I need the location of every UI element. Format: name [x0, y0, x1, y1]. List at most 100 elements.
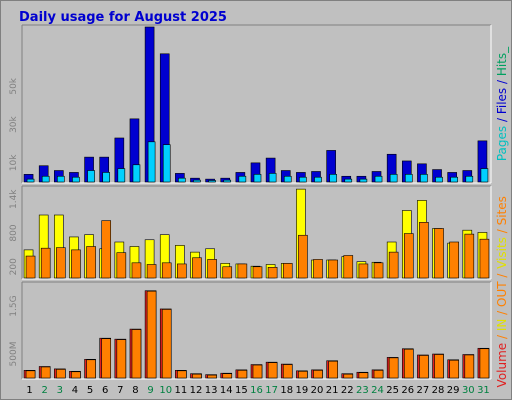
x-tick-day-30: 30: [462, 385, 475, 396]
x-tick-day-17: 17: [265, 385, 278, 396]
x-tick-day-27: 27: [417, 385, 430, 396]
bar-files-day-30: [465, 175, 474, 183]
bar-sites-day-18: [282, 263, 293, 279]
x-tick-day-22: 22: [341, 385, 354, 396]
bar-out-day-1: [25, 370, 36, 379]
x-tick-day-18: 18: [280, 385, 293, 396]
bar-files-day-23: [359, 178, 368, 183]
x-tick-day-12: 12: [190, 385, 203, 396]
x-tick-day-24: 24: [371, 385, 384, 396]
x-tick-day-5: 5: [87, 385, 93, 396]
x-tick-day-26: 26: [401, 385, 414, 396]
x-tick-day-16: 16: [250, 385, 263, 396]
side-legend-part: _: [495, 46, 509, 54]
y-tick-label: 10k: [9, 154, 19, 171]
bar-out-day-27: [419, 355, 429, 379]
y-tick-label: 800: [9, 224, 19, 241]
x-tick-day-29: 29: [447, 385, 460, 396]
bar-out-day-2: [40, 366, 51, 379]
bar-files-day-16: [253, 174, 262, 183]
bar-files-day-17: [268, 173, 277, 183]
bar-sites-day-7: [116, 252, 127, 279]
bar-out-day-24: [373, 370, 384, 379]
bar-sites-day-11: [177, 263, 187, 279]
x-tick-day-2: 2: [42, 385, 48, 396]
bar-sites-day-16: [252, 266, 263, 279]
bar-out-day-18: [282, 364, 293, 379]
bar-out-day-31: [479, 348, 490, 379]
y-tick-label: 200: [9, 258, 19, 275]
bar-files-day-9: [147, 141, 156, 183]
bar-sites-day-1: [25, 255, 36, 279]
x-tick-day-6: 6: [102, 385, 108, 396]
x-tick-day-11: 11: [174, 385, 187, 396]
x-tick-day-8: 8: [132, 385, 138, 396]
bar-files-day-19: [299, 176, 307, 183]
bar-sites-day-23: [358, 263, 369, 279]
chart-title: Daily usage for August 2025: [19, 10, 227, 25]
bar-files-day-31: [480, 168, 489, 183]
x-tick-day-25: 25: [386, 385, 399, 396]
side-legend-visits-sites: Visits / Sites: [495, 196, 509, 269]
bar-out-day-23: [358, 372, 369, 379]
side-legend-part: Files: [495, 88, 509, 114]
side-legend-part: IN: [495, 319, 509, 332]
bar-sites-day-2: [40, 247, 51, 279]
bar-sites-day-15: [237, 263, 248, 279]
bar-sites-day-13: [207, 259, 217, 279]
day-labels: 1 2 3 4 5 6 7 8 9 10 11 12 13 14 15 16 17 18 19 20 21 22 23 24 2…: [26, 385, 489, 396]
x-tick-day-4: 4: [72, 385, 78, 396]
bar-sites-day-5: [86, 246, 96, 279]
side-legend-part: Volume: [495, 343, 509, 388]
bar-out-day-10: [161, 309, 172, 379]
panel-visits-sites: 200 800 1.4k Visits / Sites: [9, 185, 509, 280]
y-tick-label: 30k: [9, 115, 19, 132]
x-tick-day-3: 3: [57, 385, 63, 396]
side-legend-part: Visits: [495, 237, 509, 269]
bar-out-day-30: [464, 354, 475, 379]
bar-files-day-28: [435, 176, 443, 183]
panel-background: [22, 25, 491, 183]
side-legend-part: OUT: [495, 281, 509, 307]
bar-out-day-8: [131, 329, 142, 379]
bar-sites-day-30: [464, 233, 475, 279]
bar-files-day-5: [87, 170, 95, 183]
bar-out-day-19: [298, 370, 308, 379]
side-legend-part: /: [495, 331, 509, 343]
bar-sites-day-25: [388, 251, 399, 279]
bar-out-day-5: [86, 359, 96, 379]
side-legend-part: Sites: [495, 196, 509, 225]
bar-files-day-13: [208, 180, 216, 183]
bar-sites-day-9: [146, 264, 157, 279]
bar-files-day-2: [41, 175, 50, 183]
bar-files-day-4: [72, 176, 80, 183]
x-tick-day-1: 1: [26, 385, 32, 396]
bar-out-day-21: [328, 360, 338, 379]
bar-files-day-1: [26, 178, 35, 183]
bar-files-day-3: [57, 175, 65, 183]
bar-files-day-27: [420, 174, 428, 183]
bar-files-day-21: [329, 174, 337, 183]
x-tick-day-14: 14: [220, 385, 233, 396]
bar-out-day-14: [222, 373, 233, 379]
x-tick-day-21: 21: [326, 385, 339, 396]
bar-out-day-29: [449, 359, 459, 379]
bar-files-day-7: [117, 168, 126, 183]
side-legend-part: /: [495, 225, 509, 237]
x-tick-day-10: 10: [159, 385, 172, 396]
bar-sites-day-3: [56, 247, 66, 279]
bar-files-day-25: [389, 174, 398, 183]
x-tick-day-31: 31: [477, 385, 490, 396]
bar-out-day-7: [116, 339, 127, 379]
bar-files-day-6: [102, 172, 111, 183]
side-legend-volume-in-out: Volume / IN / OUT /: [495, 273, 509, 388]
panel-volume-in-out: 500M 1.5G Volume / IN / OUT /: [9, 273, 509, 388]
bar-out-day-12: [192, 373, 202, 379]
bar-sites-day-27: [419, 222, 429, 279]
bar-sites-day-17: [267, 267, 278, 279]
y-tick-label: 500M: [9, 342, 19, 367]
bar-sites-day-31: [479, 238, 490, 279]
bar-sites-day-19: [298, 234, 308, 279]
y-tick-label: 50k: [9, 77, 19, 94]
